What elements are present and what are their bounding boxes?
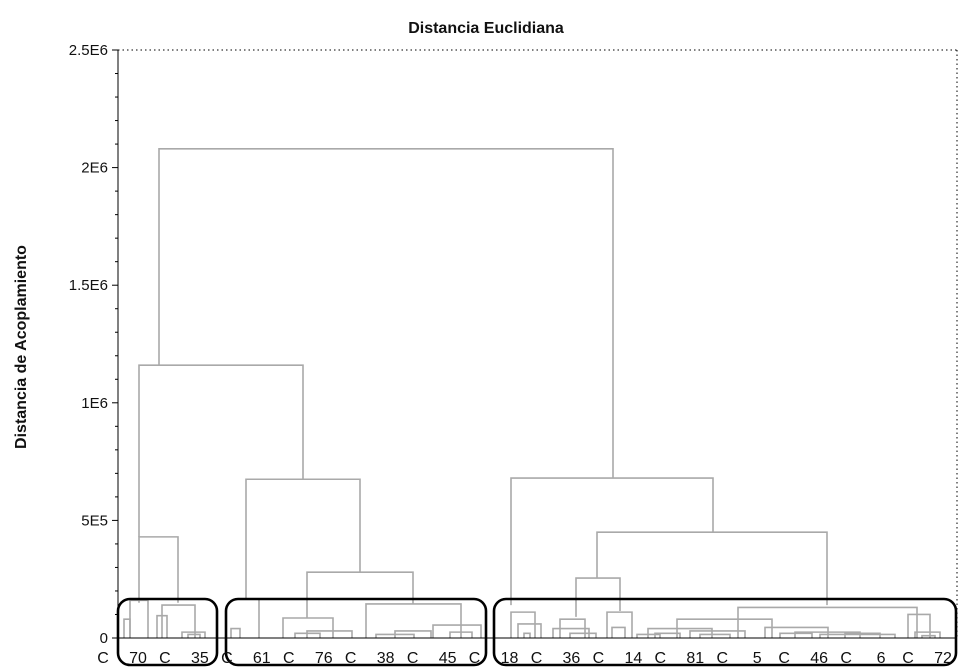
- x-tick-label: 76: [315, 650, 333, 667]
- leaf-link-27: [654, 632, 681, 638]
- y-tick-label: 1.5E6: [69, 277, 108, 294]
- leaf-link-14: [394, 630, 432, 638]
- x-tick-label: C: [283, 650, 295, 667]
- x-tick-label: 61: [253, 650, 271, 667]
- leaf-link-24: [611, 626, 626, 638]
- y-tick-label: 5E5: [81, 512, 108, 529]
- x-tick-label: C: [902, 650, 914, 667]
- x-tick-label: C: [469, 650, 481, 667]
- x-tick-label: C: [97, 650, 109, 667]
- leaf-link-23: [606, 611, 633, 638]
- leaf-link-21: [559, 618, 586, 638]
- y-tick-label: 1E6: [81, 395, 108, 412]
- merge-link-root: [158, 147, 614, 479]
- x-tick-label: 14: [624, 650, 642, 667]
- leaf-link-9: [282, 617, 334, 638]
- cluster-box-2: [224, 597, 488, 667]
- merge-link-cluster3-small: [575, 577, 621, 617]
- y-tick-label: 2.5E6: [69, 42, 108, 59]
- y-axis-ticks: 0 5E5 1E6 1.5E6 2E6 2.5E6: [69, 42, 118, 647]
- leaf-link-2: [129, 599, 149, 638]
- merge-link-cluster2: [245, 478, 361, 599]
- x-tick-label: 81: [686, 650, 704, 667]
- leaf-link-11: [306, 630, 353, 638]
- x-tick-label: C: [407, 650, 419, 667]
- leaf-link-35: [819, 633, 896, 638]
- leaf-link-1: [123, 618, 131, 638]
- x-tick-label: C: [531, 650, 543, 667]
- x-tick-label: C: [655, 650, 667, 667]
- y-tick-label: 2E6: [81, 160, 108, 177]
- leaf-link-5: [181, 631, 206, 638]
- x-tick-label: 5: [753, 650, 762, 667]
- chart-title: Distancia Euclidiana: [408, 20, 564, 37]
- x-tick-label: C: [778, 650, 790, 667]
- x-tick-label: 38: [377, 650, 395, 667]
- cluster-box-3: [492, 597, 958, 667]
- x-tick-label: C: [716, 650, 728, 667]
- leaf-link-38: [914, 631, 941, 638]
- leaf-link-26: [647, 627, 713, 638]
- merge-link-cluster3-sub: [596, 531, 828, 606]
- x-tick-label: C: [221, 650, 233, 667]
- x-tick-label: C: [159, 650, 171, 667]
- x-tick-label: 72: [934, 650, 952, 667]
- leaf-link-29: [689, 630, 746, 638]
- leaf-link-30: [699, 633, 731, 638]
- leaf-link-18: [517, 623, 542, 638]
- leaf-link-16: [449, 631, 473, 638]
- merge-link-cluster2-sub: [306, 571, 414, 619]
- y-tick-label: 0: [100, 630, 108, 647]
- leaf-link-17: [510, 611, 536, 638]
- y-axis-label: Distancia de Acoplamiento: [13, 245, 30, 449]
- x-tick-label: 35: [191, 650, 209, 667]
- x-tick-label: 18: [501, 650, 519, 667]
- leaf-link-31: [737, 606, 918, 638]
- x-tick-label: 46: [810, 650, 828, 667]
- merge-link-right-top: [510, 477, 714, 606]
- leaf-link-12: [365, 603, 462, 638]
- x-tick-label: 6: [877, 650, 886, 667]
- leaf-link-36: [844, 632, 881, 638]
- leaf-link-7: [230, 627, 241, 638]
- axes: [117, 49, 958, 639]
- leaf-link-19: [523, 632, 531, 638]
- x-tick-label: C: [345, 650, 357, 667]
- x-axis-ticks: C 70 C 35 C 61 C 76 C 38 C 45 C 18 C 36 C 14 C 81 C 5 C 46 C 6 C 72: [97, 650, 952, 667]
- leaf-link-4: [161, 604, 196, 638]
- dendrogram-links: [123, 147, 941, 638]
- x-tick-label: 70: [129, 650, 147, 667]
- leaf-link-15: [432, 624, 482, 638]
- x-tick-label: 36: [563, 650, 581, 667]
- leaf-link-22: [569, 632, 597, 638]
- leaf-link-6: [187, 633, 201, 638]
- x-tick-label: C: [593, 650, 605, 667]
- merge-link-left-top: [138, 364, 304, 537]
- leaf-link-39: [921, 634, 936, 638]
- leaf-link-33: [779, 632, 813, 638]
- x-tick-label: C: [840, 650, 852, 667]
- leaf-link-37: [907, 613, 931, 638]
- merge-link-cluster1: [138, 536, 179, 603]
- leaf-link-28: [676, 618, 773, 638]
- x-tick-label: 45: [439, 650, 457, 667]
